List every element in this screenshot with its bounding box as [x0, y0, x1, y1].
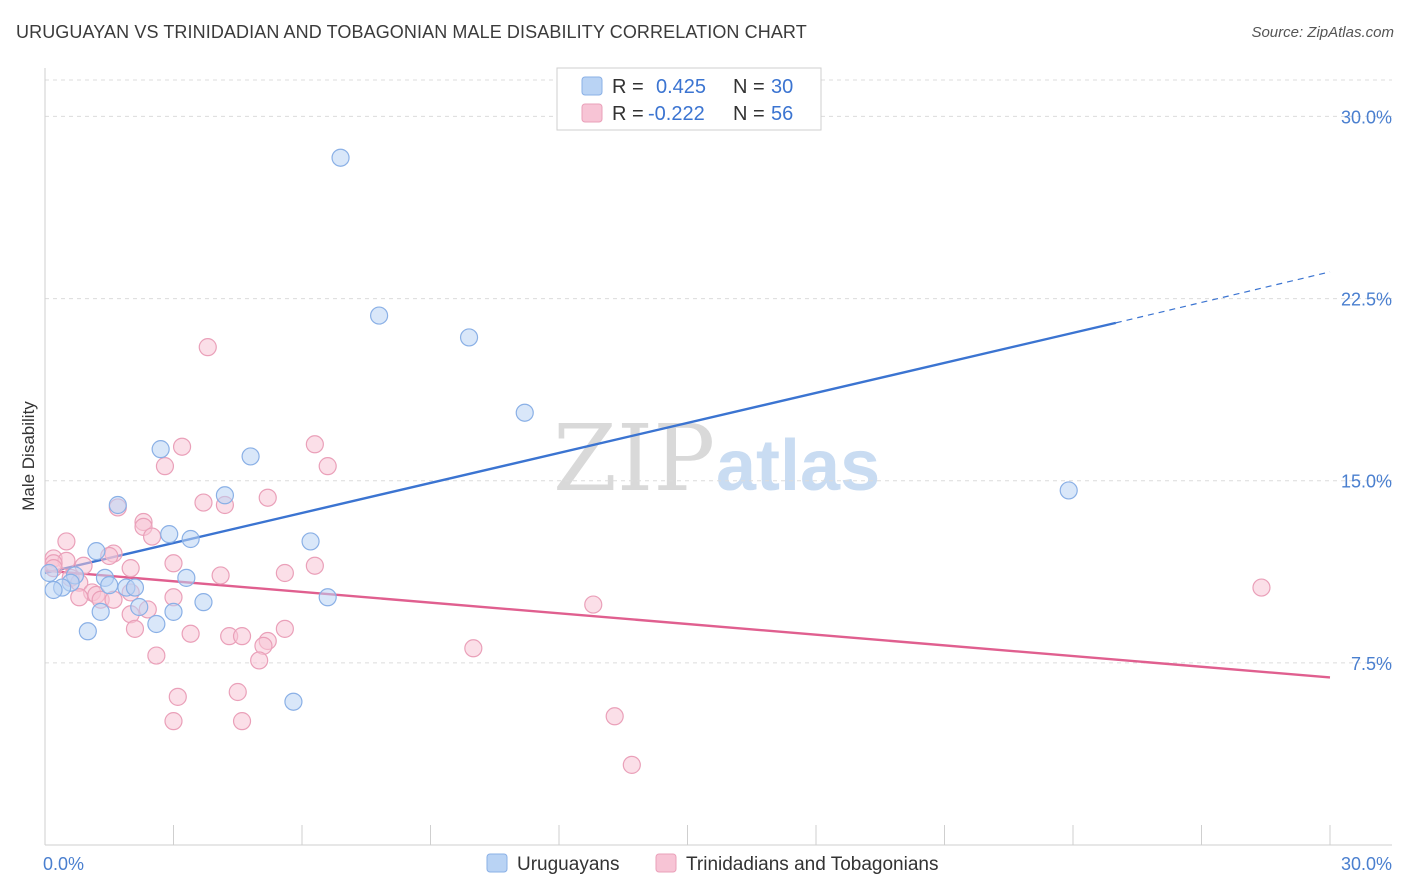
- trinidadian-point: [70, 588, 89, 607]
- y-tick-labels: 7.5% 15.0% 22.5% 30.0%: [1341, 107, 1392, 673]
- trinidadian-point: [305, 556, 324, 575]
- trinidadian-point: [164, 554, 183, 573]
- uruguayan-point: [194, 593, 213, 612]
- uruguayan-point: [459, 328, 479, 347]
- uruguayan-point: [301, 532, 320, 551]
- legend-r-value-2: -0.222: [648, 103, 705, 125]
- x-tick-labels: 0.0% 30.0%: [43, 854, 1392, 874]
- watermark-atlas: atlas: [716, 426, 880, 506]
- uruguayan-point: [241, 447, 260, 466]
- stats-legend: R = 0.425 N = 30 R = -0.222 N = 56: [556, 67, 822, 131]
- source-label: Source: ZipAtlas.com: [1251, 24, 1394, 41]
- uruguayan-point: [91, 602, 110, 621]
- series-legend: Uruguayans Trinidadians and Tobagonians: [486, 853, 938, 875]
- trinidadian-point: [622, 755, 641, 774]
- series-legend-swatch-trinidadians: [655, 853, 677, 873]
- uruguayan-point: [151, 440, 170, 459]
- uruguayan-point: [125, 578, 145, 597]
- trinidadian-point: [232, 712, 252, 731]
- uruguayan-point: [318, 588, 337, 607]
- trinidadian-point: [164, 712, 183, 731]
- x-tick-label-max: 30.0%: [1341, 854, 1392, 874]
- trinidadian-trend-line: [44, 569, 1331, 679]
- trinidadian-point: [181, 624, 200, 643]
- series-legend-trinidadians: Trinidadians and Tobagonians: [686, 854, 938, 875]
- trinidadian-point: [1252, 578, 1271, 597]
- uruguayan-point: [108, 495, 127, 515]
- legend-n-label-1: N =: [733, 76, 765, 98]
- y-axis-label: Male Disability: [19, 401, 38, 511]
- uruguayan-point: [177, 568, 196, 587]
- trinidadian-point: [275, 619, 294, 638]
- series-legend-uruguayans: Uruguayans: [517, 854, 619, 875]
- uruguayan-point: [130, 597, 149, 617]
- legend-r-value-1: 0.425: [656, 76, 706, 98]
- trinidadian-point: [232, 627, 252, 646]
- trinidadian-point: [57, 532, 76, 551]
- uruguayan-point: [284, 692, 303, 711]
- uruguayan-point: [331, 148, 350, 167]
- trinidadian-point: [121, 559, 140, 578]
- uruguayan-point: [370, 306, 389, 325]
- trinidadian-point: [275, 563, 294, 583]
- trinidadian-point: [155, 457, 175, 476]
- trinidadian-point: [258, 488, 277, 507]
- uruguayan-point: [181, 529, 200, 549]
- legend-swatch-blue: [581, 76, 603, 96]
- uruguayan-trend-extension: [1115, 271, 1331, 324]
- trinidadian-point: [305, 435, 324, 454]
- axes: [44, 68, 1392, 846]
- legend-n-value-2: 56: [771, 103, 793, 125]
- trinidadian-point: [198, 338, 217, 357]
- y-tick-label: 22.5%: [1341, 290, 1392, 310]
- trinidadian-point: [228, 682, 247, 702]
- grid-lines: [45, 79, 1392, 664]
- legend-n-value-1: 30: [771, 76, 793, 98]
- uruguayan-point: [40, 563, 59, 583]
- series-legend-swatch-uruguayans: [486, 853, 508, 873]
- trinidadian-point: [168, 687, 187, 706]
- trend-lines: [44, 271, 1331, 679]
- y-tick-label: 7.5%: [1351, 654, 1392, 674]
- x-tick-label-min: 0.0%: [43, 854, 84, 874]
- trinidadian-point: [250, 651, 269, 670]
- uruguayan-point: [160, 525, 179, 544]
- uruguayan-trend-line: [44, 321, 1117, 575]
- uruguayan-point: [215, 486, 234, 505]
- trinidadian-point: [142, 527, 162, 546]
- trinidadian-point: [605, 707, 624, 726]
- uruguayan-point: [147, 614, 166, 634]
- uruguayan-point: [78, 622, 97, 641]
- trinidadian-point: [464, 639, 483, 658]
- trinidadian-point: [318, 457, 337, 476]
- legend-r-label-2: R =: [612, 103, 644, 125]
- trinidadian-point: [194, 493, 213, 512]
- uruguayan-point: [515, 403, 534, 422]
- legend-r-label-1: R =: [612, 76, 644, 98]
- trinidadian-point: [125, 619, 145, 638]
- uruguayan-point: [87, 542, 106, 561]
- trinidadian-point: [172, 437, 192, 456]
- uruguayan-point: [164, 602, 183, 621]
- uruguayan-point: [100, 576, 119, 595]
- y-tick-label: 30.0%: [1341, 107, 1392, 127]
- legend-n-label-2: N =: [733, 103, 765, 125]
- trinidadian-point: [211, 566, 230, 585]
- trinidadian-point: [147, 646, 166, 665]
- trinidadian-point: [584, 595, 603, 614]
- chart-title: URUGUAYAN VS TRINIDADIAN AND TOBAGONIAN …: [16, 22, 807, 42]
- y-tick-label: 15.0%: [1341, 472, 1392, 492]
- uruguayan-point: [44, 580, 63, 600]
- uruguayan-point: [1059, 481, 1078, 500]
- legend-swatch-pink: [581, 103, 603, 123]
- data-points: [40, 148, 1271, 774]
